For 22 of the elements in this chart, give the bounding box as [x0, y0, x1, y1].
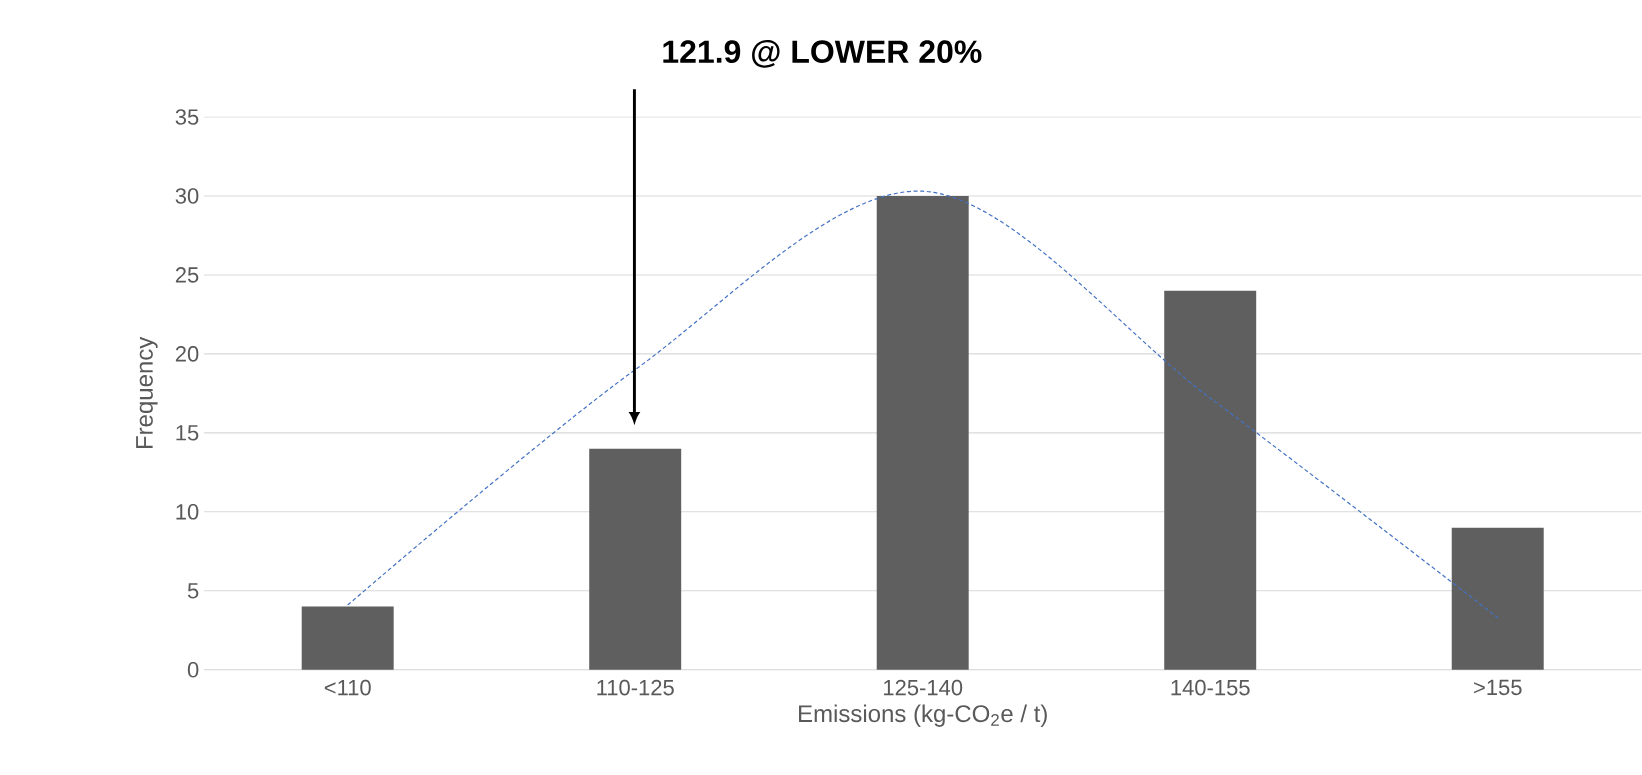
y-tick-label: 20	[175, 346, 199, 362]
bar	[301, 606, 394, 670]
y-tick-label: 5	[187, 583, 199, 599]
y-axis-title: Frequency	[136, 336, 158, 449]
bar	[1164, 290, 1257, 670]
bar	[1451, 527, 1544, 670]
bar	[876, 196, 969, 670]
line-series	[347, 190, 1499, 619]
x-tick-label: 140-155	[1171, 679, 1250, 696]
x-tick-label: >155	[1474, 679, 1522, 696]
x-axis-title: Emissions (kg-CO$_{2}$e / t)	[799, 704, 1047, 728]
y-tick-label: 10	[176, 504, 199, 520]
x-tick-label: <110	[324, 679, 371, 696]
x-tick-label: 125-140	[884, 679, 963, 696]
y-tick-label: 25	[175, 267, 199, 283]
y-tick-label: 15	[176, 425, 199, 441]
y-tick-label: 30	[175, 188, 199, 204]
text: 121.9 @ LOWER 20%	[663, 40, 982, 68]
x-tick-label: 110-125	[597, 679, 674, 696]
bar	[589, 448, 682, 670]
y-tick-label: 0	[187, 662, 199, 678]
y-tick-label: 35	[175, 109, 199, 125]
